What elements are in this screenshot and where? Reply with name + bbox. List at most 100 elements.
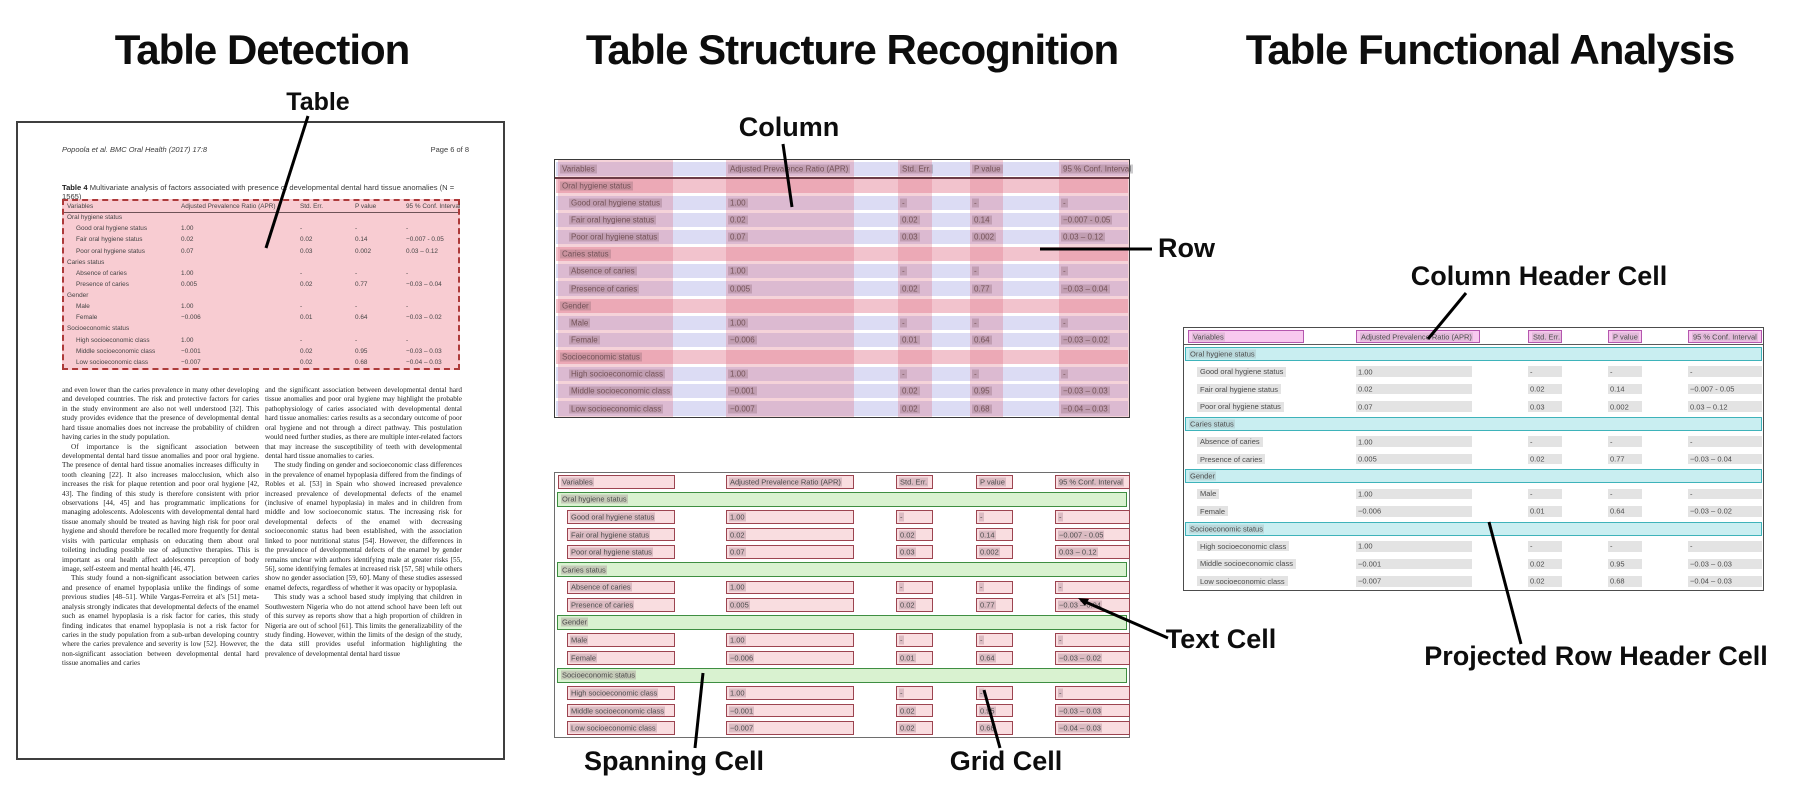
- text-token: Variables: [560, 164, 597, 174]
- data-cell: −0.04 – 0.03: [406, 358, 442, 366]
- grid-cell-box: -: [1055, 633, 1130, 647]
- data-cell: -: [355, 269, 358, 277]
- text-token: High socioeconomic class: [569, 369, 666, 379]
- text-token: -: [1061, 198, 1068, 208]
- text-token: 0.95: [972, 386, 992, 396]
- row-band-overlay: [556, 298, 1128, 313]
- section-row: Caries status: [1184, 415, 1763, 432]
- text-token: 0.02: [900, 386, 920, 396]
- text-token: -: [972, 266, 979, 276]
- body-paragraph: and the significant association between …: [265, 386, 462, 460]
- text-token: Caries status: [561, 565, 607, 575]
- text-cell-box: -: [1608, 366, 1642, 377]
- row-label-text: Fair oral hygiene status: [1197, 384, 1281, 395]
- grid-cell-box: −0.03 – 0.03: [1055, 703, 1130, 718]
- data-row: Presence of caries 0.005 0.02 0.77 −0.03 – 0…: [1184, 450, 1763, 467]
- text-token: -: [1058, 688, 1063, 698]
- grid-cell-box: Good oral hygiene status: [567, 510, 675, 524]
- row-label-text: Male: [1197, 488, 1220, 499]
- text-cell-box: −0.03 – 0.03: [1688, 558, 1762, 570]
- table-caption-label: Table 4: [62, 183, 88, 192]
- text-token: 0.02: [899, 600, 916, 610]
- data-cell: Male: [76, 303, 90, 311]
- grid-cell-box: High socioeconomic class: [567, 686, 675, 700]
- spanning-cell-box: Gender: [557, 614, 1127, 630]
- grid-cell-box: 0.95: [976, 703, 1013, 718]
- table-row: Socioeconomic status: [64, 323, 458, 334]
- grid-cell-box: Absence of caries: [567, 580, 675, 595]
- text-token: Fair oral hygiene status: [570, 530, 650, 540]
- text-token: 1.00: [729, 635, 746, 645]
- data-cell: Low socioeconomic class: [76, 358, 149, 366]
- text-token: 0.01: [1530, 506, 1545, 516]
- text-token: -: [1690, 489, 1693, 499]
- text-token: -: [899, 635, 904, 645]
- text-cell-box: 1.00: [1356, 541, 1472, 552]
- data-cell: 0.03 – 0.12: [406, 247, 438, 255]
- data-row: Good oral hygiene status 1.00 - - -: [555, 194, 1129, 211]
- text-cell-box: −0.001: [1356, 558, 1472, 570]
- column-header-cell-box: Adjusted Prevalence Ratio (APR): [1356, 330, 1480, 344]
- text-token: 0.005: [729, 600, 750, 610]
- data-row: Fair oral hygiene status 0.02 0.02 0.14 −0.0…: [555, 211, 1129, 228]
- text-cell-box: -: [1688, 541, 1762, 552]
- grid-cell-box: −0.03 – 0.02: [1055, 650, 1130, 665]
- text-cell-box: 0.03: [1528, 401, 1562, 412]
- section-row: Gender: [555, 614, 1129, 632]
- row-band-overlay: [556, 230, 1128, 245]
- text-cell-box: 0.07: [1356, 401, 1472, 412]
- annotation-spanning-cell-label: Spanning Cell: [583, 746, 765, 776]
- text-cell-box: 0.02: [1528, 453, 1562, 465]
- detected-table-region: Variables Adjusted Prevalence Ratio (APR)…: [62, 199, 460, 370]
- data-cell: −0.03 – 0.03: [406, 347, 442, 355]
- grid-cell-box: -: [1055, 686, 1130, 700]
- text-token: Good oral hygiene status: [569, 198, 662, 208]
- row-band-overlay: [556, 315, 1128, 330]
- header-row: Variables Adjusted Prevalence Ratio (APR)…: [555, 473, 1130, 491]
- projected-row-header-cell-box: Gender: [1185, 469, 1762, 484]
- grid-cell-box: 0.03: [896, 545, 933, 559]
- text-token: −0.03 – 0.02: [1061, 335, 1110, 345]
- annotation-column-label: Column: [738, 112, 840, 142]
- text-token: 1.00: [1358, 437, 1373, 447]
- text-token: 0.64: [1610, 506, 1625, 516]
- data-cell: 1.00: [181, 336, 194, 344]
- grid-cell-box: −0.007: [726, 721, 854, 735]
- data-cell: 0.14: [355, 236, 368, 244]
- text-token: -: [1061, 369, 1068, 379]
- text-token: −0.007: [729, 723, 755, 733]
- text-token: -: [899, 582, 904, 592]
- data-cell: Middle socioeconomic class: [76, 347, 156, 355]
- data-row: Middle socioeconomic class −0.001 0.02 0.95…: [555, 383, 1129, 400]
- text-token: 0.002: [979, 547, 1000, 557]
- text-token: −0.03 – 0.04: [1690, 454, 1732, 464]
- header-grid-cell-box: Adjusted Prevalence Ratio (APR): [726, 475, 854, 489]
- text-token: −0.007: [728, 404, 757, 414]
- grid-cell-box: 1.00: [726, 580, 854, 595]
- text-token: Female: [569, 335, 600, 345]
- text-token: 1.00: [728, 266, 748, 276]
- text-token: P value: [979, 477, 1006, 487]
- text-token: 0.07: [1358, 402, 1373, 412]
- text-token: −0.007 - 0.05: [1690, 384, 1735, 394]
- text-cell-box: 0.64: [1608, 506, 1642, 517]
- text-cell-box: 0.68: [1608, 576, 1642, 587]
- structure-recognition-table: Variables Adjusted Prevalence Ratio (APR)…: [554, 159, 1134, 418]
- text-token: 0.005: [1358, 454, 1377, 464]
- projected-row-header-cell-box: Socioeconomic status: [1185, 521, 1762, 536]
- data-cell: 0.07: [181, 247, 194, 255]
- text-token: Socioeconomic status: [1189, 524, 1264, 534]
- text-token: Oral hygiene status: [561, 494, 628, 504]
- text-token: Socioeconomic status: [560, 352, 642, 362]
- text-token: -: [972, 369, 979, 379]
- text-token: Poor oral hygiene status: [569, 232, 660, 242]
- text-token: -: [900, 318, 907, 328]
- body-text-column-2: and the significant association between …: [265, 386, 462, 659]
- row-band-overlay: [556, 332, 1128, 348]
- data-cell: -: [355, 336, 358, 344]
- text-token: 0.02: [900, 404, 920, 414]
- text-token: -: [900, 266, 907, 276]
- data-cell: −0.001: [181, 347, 201, 355]
- table-row: Poor oral hygiene status 0.07 0.03 0.002 0.0…: [64, 246, 458, 257]
- grid-cell-box: Fair oral hygiene status: [567, 527, 675, 542]
